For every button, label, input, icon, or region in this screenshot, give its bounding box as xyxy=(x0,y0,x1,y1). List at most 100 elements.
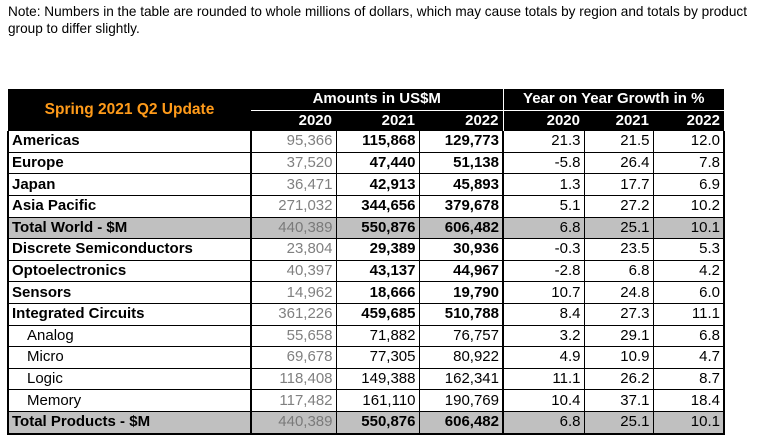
amount-2022-cell: 45,893 xyxy=(418,173,503,196)
amount-2020-cell: 69,678 xyxy=(250,346,336,369)
growth-2022-cell: 11.1 xyxy=(652,303,725,326)
year-header: 2022 xyxy=(653,110,724,132)
growth-2022-cell: 12.0 xyxy=(652,131,725,153)
growth-2021-cell: 29.1 xyxy=(583,325,653,348)
amount-2021-cell: 71,882 xyxy=(335,325,419,348)
row-label: Integrated Circuits xyxy=(7,303,251,326)
growth-2020-cell: -5.8 xyxy=(502,152,584,175)
table-row: Europe 37,520 47,440 51,138 -5.8 26.4 7.8 xyxy=(7,152,725,175)
table-row: Total World - $M 440,389 550,876 606,482 6.8… xyxy=(7,217,725,240)
amount-2020-cell: 23,804 xyxy=(250,238,336,261)
growth-2022-cell: 18.4 xyxy=(652,389,725,412)
year-header: 2020 xyxy=(251,110,336,132)
amount-2021-cell: 550,876 xyxy=(335,217,419,240)
amount-2022-cell: 129,773 xyxy=(418,131,503,153)
amount-2020-cell: 36,471 xyxy=(250,173,336,196)
amount-2022-cell: 379,678 xyxy=(418,195,503,218)
growth-2020-cell: 6.8 xyxy=(502,411,584,435)
row-label: Memory xyxy=(7,389,251,412)
amount-2020-cell: 95,366 xyxy=(250,131,336,153)
amount-2020-cell: 361,226 xyxy=(250,303,336,326)
amount-2021-cell: 43,137 xyxy=(335,260,419,283)
amount-2022-cell: 80,922 xyxy=(418,346,503,369)
growth-2022-cell: 6.0 xyxy=(652,281,725,304)
amount-2021-cell: 161,110 xyxy=(335,389,419,412)
table-row: Optoelectronics 40,397 43,137 44,967 -2.8 6.8… xyxy=(7,260,725,283)
growth-2021-cell: 37.1 xyxy=(583,389,653,412)
amount-2021-cell: 47,440 xyxy=(335,152,419,175)
amount-2020-cell: 37,520 xyxy=(250,152,336,175)
forecast-table: Spring 2021 Q2 Update Amounts in US$M Ye… xyxy=(7,89,725,435)
amount-2022-cell: 162,341 xyxy=(418,368,503,391)
row-label: Total World - $M xyxy=(7,217,251,240)
amount-2022-cell: 44,967 xyxy=(418,260,503,283)
row-label: Sensors xyxy=(7,281,251,304)
row-label: Logic xyxy=(7,368,251,391)
growth-2020-cell: 6.8 xyxy=(502,217,584,240)
year-header: 2020 xyxy=(502,110,584,132)
table-row: Micro 69,678 77,305 80,922 4.9 10.9 4.7 xyxy=(7,346,725,369)
growth-2020-cell: 5.1 xyxy=(502,195,584,218)
growth-2020-cell: -0.3 xyxy=(502,238,584,261)
year-header: 2022 xyxy=(419,110,503,132)
growth-2020-cell: -2.8 xyxy=(502,260,584,283)
amount-2020-cell: 271,032 xyxy=(250,195,336,218)
table-row: Memory 117,482 161,110 190,769 10.4 37.1 18.4 xyxy=(7,389,725,412)
table-row: Integrated Circuits 361,226 459,685 510,788… xyxy=(7,303,725,326)
growth-2020-cell: 21.3 xyxy=(502,131,584,153)
amount-2021-cell: 115,868 xyxy=(335,131,419,153)
table-row: Logic 118,408 149,388 162,341 11.1 26.2 8.7 xyxy=(7,368,725,391)
amount-2022-cell: 30,936 xyxy=(418,238,503,261)
row-label: Micro xyxy=(7,346,251,369)
row-label: Total Products - $M xyxy=(7,411,251,435)
growth-2020-cell: 10.7 xyxy=(502,281,584,304)
growth-2022-cell: 4.2 xyxy=(652,260,725,283)
amount-2021-cell: 77,305 xyxy=(335,346,419,369)
growth-2021-cell: 26.4 xyxy=(583,152,653,175)
amount-2021-cell: 344,656 xyxy=(335,195,419,218)
year-header: 2021 xyxy=(336,110,419,132)
amount-2020-cell: 440,389 xyxy=(250,217,336,240)
row-label: Europe xyxy=(7,152,251,175)
growth-2022-cell: 10.2 xyxy=(652,195,725,218)
amount-2022-cell: 606,482 xyxy=(418,217,503,240)
table-row: Sensors 14,962 18,666 19,790 10.7 24.8 6.0 xyxy=(7,281,725,304)
amount-2020-cell: 14,962 xyxy=(250,281,336,304)
amount-2022-cell: 190,769 xyxy=(418,389,503,412)
growth-2021-cell: 10.9 xyxy=(583,346,653,369)
growth-2021-cell: 6.8 xyxy=(583,260,653,283)
amount-2021-cell: 459,685 xyxy=(335,303,419,326)
growth-2022-cell: 10.1 xyxy=(652,217,725,240)
growth-2022-cell: 8.7 xyxy=(652,368,725,391)
growth-2022-cell: 6.9 xyxy=(652,173,725,196)
growth-2021-cell: 24.8 xyxy=(583,281,653,304)
year-header: 2021 xyxy=(584,110,653,132)
amount-2022-cell: 51,138 xyxy=(418,152,503,175)
growth-2022-cell: 7.8 xyxy=(652,152,725,175)
table-row: Japan 36,471 42,913 45,893 1.3 17.7 6.9 xyxy=(7,173,725,196)
table-row: Total Products - $M 440,389 550,876 606,482… xyxy=(7,411,725,435)
table-row: Discrete Semiconductors 23,804 29,389 30,93… xyxy=(7,238,725,261)
row-label: Optoelectronics xyxy=(7,260,251,283)
amounts-header: Amounts in US$M xyxy=(251,89,503,111)
growth-2020-cell: 10.4 xyxy=(502,389,584,412)
amount-2021-cell: 550,876 xyxy=(335,411,419,435)
amount-2020-cell: 40,397 xyxy=(250,260,336,283)
growth-2021-cell: 26.2 xyxy=(583,368,653,391)
growth-2020-cell: 3.2 xyxy=(502,325,584,348)
row-label: Analog xyxy=(7,325,251,348)
growth-2021-cell: 17.7 xyxy=(583,173,653,196)
row-label: Asia Pacific xyxy=(7,195,251,218)
table-row: Americas 95,366 115,868 129,773 21.3 21.5 12.0 xyxy=(7,131,725,153)
growth-2022-cell: 4.7 xyxy=(652,346,725,369)
growth-2022-cell: 5.3 xyxy=(652,238,725,261)
growth-2021-cell: 23.5 xyxy=(583,238,653,261)
amount-2020-cell: 117,482 xyxy=(250,389,336,412)
table-row: Analog 55,658 71,882 76,757 3.2 29.1 6.8 xyxy=(7,325,725,348)
growth-2021-cell: 21.5 xyxy=(583,131,653,153)
growth-2021-cell: 27.3 xyxy=(583,303,653,326)
growth-2020-cell: 4.9 xyxy=(502,346,584,369)
growth-header: Year on Year Growth in % xyxy=(502,89,724,111)
amount-2022-cell: 19,790 xyxy=(418,281,503,304)
update-label: Spring 2021 Q2 Update xyxy=(8,89,251,132)
